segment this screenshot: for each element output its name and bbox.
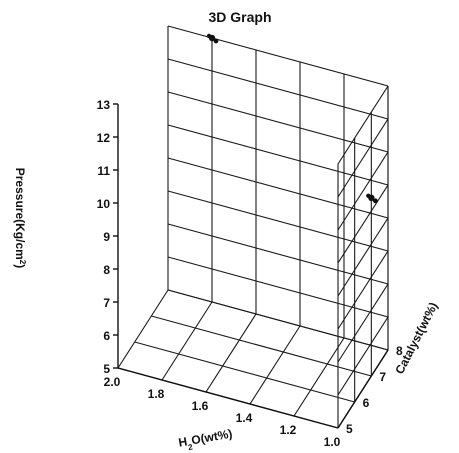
x-tick-label: 1.6	[192, 399, 209, 413]
grid-line-right-z	[337, 184, 389, 264]
z-tick-label: 10	[97, 197, 111, 211]
gridlines	[113, 25, 389, 429]
z-axis-label-end: )	[13, 264, 27, 268]
y-axis-line	[337, 349, 389, 429]
data-point-mark	[372, 198, 378, 204]
grid-line-floor-x	[293, 337, 345, 417]
grid-line-floor-y	[151, 315, 372, 377]
grid-line-right-z	[337, 118, 389, 198]
data-points	[206, 33, 378, 204]
z-tick-label: 5	[103, 362, 110, 376]
x-tick-label: 1.2	[280, 423, 297, 437]
z-tick-label: 12	[97, 131, 111, 145]
y-tick-label: 5	[346, 422, 353, 436]
z-tick-label: 8	[103, 263, 110, 277]
grid-line-back-z	[167, 256, 389, 318]
x-axis-label-main: H	[177, 434, 188, 449]
z-tick-label: 6	[103, 329, 110, 343]
data-point-mark	[366, 193, 371, 198]
grid-line-floor-x	[117, 289, 169, 369]
x-axis-label-end: O(wt%)	[190, 426, 233, 447]
x-axis-label-sub: 2	[187, 442, 193, 452]
z-tick-label: 9	[103, 230, 110, 244]
data-point-mark	[213, 38, 219, 44]
x-tick-label: 1.8	[148, 387, 165, 401]
y-tick-label: 7	[379, 370, 386, 384]
grid-line-floor-y	[167, 289, 389, 351]
grid-line-floor-y	[134, 341, 355, 403]
y-axis-label: Catalyst(wt%)	[392, 300, 440, 376]
x-tick-label: 1.0	[324, 435, 341, 449]
x-tick-label: 1.4	[236, 411, 253, 425]
grid-line-right-z	[337, 85, 389, 165]
z-tick-label: 13	[97, 98, 111, 112]
grid-line-right-z	[337, 250, 389, 330]
grid-line-floor-x	[161, 301, 213, 381]
z-tick-label: 7	[103, 296, 110, 310]
grid-line-back-z	[167, 124, 389, 186]
y-tick-label: 8	[396, 344, 403, 358]
z-axis-label-sup: 2	[19, 260, 28, 265]
z-axis-label-main: Pressure(Kg/cm	[13, 168, 27, 260]
grid-line-back-z	[167, 25, 389, 87]
grid-line-back-z	[167, 223, 389, 285]
grid-line-floor-x	[205, 313, 257, 393]
data-point	[366, 193, 378, 204]
grid-line-floor-x	[249, 325, 301, 405]
data-point-mark	[206, 33, 212, 39]
grid-line-right-z	[337, 316, 389, 396]
grid-line-back-z	[167, 157, 389, 219]
z-tick-label: 11	[97, 164, 110, 178]
x-tick-label: 2.0	[104, 375, 121, 389]
grid-line-back-z	[167, 58, 389, 120]
grid-line-right-z	[337, 151, 389, 231]
grid-line-right-z	[337, 283, 389, 363]
z-axis-label: Pressure(Kg/cm2)	[13, 168, 28, 269]
chart-title: 3D Graph	[208, 9, 271, 25]
grid-line-back-z	[167, 91, 389, 153]
data-point	[206, 33, 219, 44]
grid-line-right-z	[337, 217, 389, 297]
y-tick-label: 6	[363, 396, 370, 410]
x-axis-line	[117, 367, 339, 429]
x-axis-label: H2O(wt%)	[177, 426, 234, 453]
grid-line-back-z	[167, 190, 389, 252]
